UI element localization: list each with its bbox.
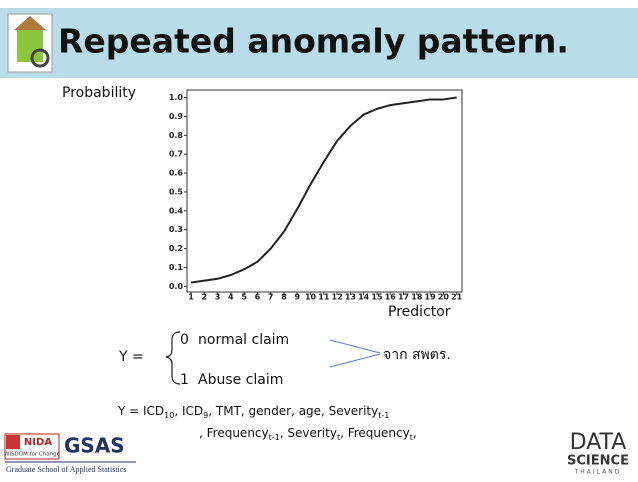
x-tick-label: 15 <box>371 293 383 302</box>
brace <box>165 331 181 385</box>
x-tick-label: 19 <box>425 293 437 302</box>
detective-icon <box>7 13 53 73</box>
formula-text: , Frequency <box>199 426 269 440</box>
plot-frame <box>186 89 463 293</box>
x-tick-label: 9 <box>294 293 300 302</box>
x-tick-label: 3 <box>215 293 221 302</box>
subscript: t-1 <box>378 411 389 420</box>
subscript: t-1 <box>269 433 280 442</box>
ds-logo: DATA <box>570 430 627 455</box>
case-text: normal claim <box>198 332 289 348</box>
curve <box>190 96 457 284</box>
gsas-logo: GSAS <box>64 434 125 458</box>
subscript: t <box>337 433 340 442</box>
case-text: Abuse claim <box>198 372 283 388</box>
y-tick-label: 0.3 <box>169 225 183 234</box>
title: Repeated anomaly pattern. <box>58 22 569 61</box>
formula-text: , Severity <box>280 426 337 440</box>
y-tick-label: 0.5 <box>169 187 184 196</box>
y-tick-label: 0.1 <box>169 263 184 272</box>
y-tick-label: 0.4 <box>169 206 184 215</box>
formula-text: , TMT, gender, age, Severity <box>208 404 378 418</box>
x-tick-label: 17 <box>398 293 409 302</box>
x-tick-label: 21 <box>451 293 463 302</box>
y-tick-label: 0.6 <box>169 169 184 178</box>
x-tick-label: 7 <box>268 293 274 302</box>
nida-name: NIDA <box>24 437 52 448</box>
x-axis-label: Predictor <box>388 304 451 320</box>
gsas-name: Graduate School of Applied Statistics <box>6 465 126 474</box>
ds-logo: SCIENCE <box>567 454 629 469</box>
x-tick-label: 5 <box>241 293 247 302</box>
formula-line: Y = ICD10, ICD9, TMT, gender, age, Sever… <box>117 404 389 420</box>
formula-text: , ICD <box>174 404 203 418</box>
y-axis-label: Probability <box>62 85 136 101</box>
x-tick-label: 11 <box>318 293 330 302</box>
y-tick-label: 0.7 <box>169 150 183 159</box>
y-tick-label: 0.2 <box>169 244 183 253</box>
subscript: 10 <box>164 411 174 420</box>
y-tick-label: 0.8 <box>169 131 184 140</box>
y-tick-label: 0.0 <box>169 282 184 291</box>
x-tick-label: 6 <box>255 293 261 302</box>
subscript: 9 <box>203 411 208 420</box>
x-tick-label: 12 <box>332 293 343 302</box>
x-tick-label: 13 <box>345 293 356 302</box>
y-tick-label: 1.0 <box>169 93 184 102</box>
header-band <box>0 8 638 78</box>
x-tick-label: 1 <box>188 293 194 302</box>
case-key: 0 <box>180 332 189 348</box>
x-tick-label: 16 <box>385 293 397 302</box>
formula-line: , Frequencyt-1, Severityt, Frequencyt, <box>199 426 417 442</box>
arrow-line <box>329 339 381 354</box>
y-tick-label: 0.9 <box>169 112 184 121</box>
x-tick-label: 10 <box>305 293 317 302</box>
subscript: t <box>410 433 413 442</box>
formula-text: Y = ICD <box>117 404 164 418</box>
x-tick-label: 8 <box>281 293 287 302</box>
formula-text: , <box>413 426 417 440</box>
x-tick-label: 4 <box>228 293 234 302</box>
source-note: จาก สพตร. <box>383 347 451 363</box>
nida-tag: WISDOM for Change <box>4 452 61 458</box>
x-tick-label: 14 <box>358 293 370 302</box>
formula-text: , Frequency <box>340 426 410 440</box>
arrow-line <box>329 353 381 368</box>
ds-logo: THAILAND <box>574 469 622 476</box>
x-tick-label: 18 <box>411 293 423 302</box>
cases-lhs: Y = <box>118 349 144 365</box>
case-key: 1 <box>180 372 189 388</box>
plot: 0.00.10.20.30.40.50.60.70.80.91.01 2 3 4 5 6 7… <box>169 93 463 301</box>
x-tick-label: 2 <box>201 293 207 302</box>
nida-logo: NIDA WISDOM for Change <box>4 433 61 460</box>
x-tick-label: 20 <box>438 293 450 302</box>
